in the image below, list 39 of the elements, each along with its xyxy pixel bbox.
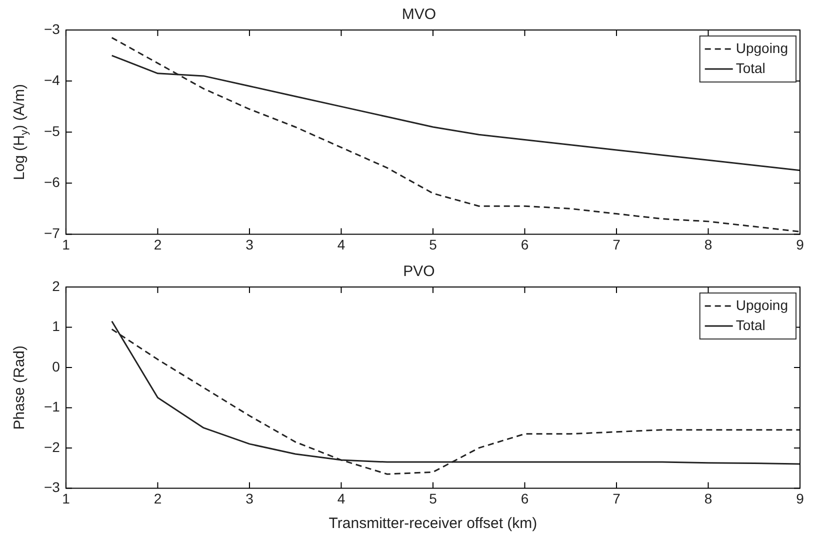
legend-label: Upgoing: [736, 40, 788, 56]
x-tick-label: 5: [429, 490, 438, 506]
x-tick-label: 6: [520, 236, 529, 252]
y-tick-label: −5: [44, 122, 60, 139]
legend-label: Total: [736, 316, 766, 333]
x-tick-label: 1: [62, 490, 70, 506]
x-tick-label: 9: [796, 490, 804, 506]
y-tick-label: −6: [44, 174, 60, 190]
y-tick-label: −7: [44, 225, 60, 242]
x-tick-label: 4: [337, 236, 346, 252]
y-tick-label: −4: [44, 72, 60, 88]
x-tick-label: 9: [796, 236, 804, 252]
x-tick-label: 6: [520, 490, 529, 506]
x-tick-label: 2: [154, 236, 162, 252]
y-tick-label: −3: [44, 20, 60, 37]
chart-title: MVO: [402, 6, 436, 24]
x-tick-label: 7: [612, 490, 621, 506]
y-tick-label: 1: [52, 318, 60, 334]
y-axis-title: Phase (Rad): [11, 345, 28, 430]
x-tick-label: 5: [429, 236, 438, 252]
x-tick-label: 4: [337, 490, 346, 506]
x-tick-label: 2: [154, 490, 162, 506]
x-tick-label: 1: [62, 236, 70, 252]
legend-label: Total: [736, 60, 766, 76]
line-series: [111, 36, 800, 232]
x-tick-label: 8: [704, 490, 712, 506]
y-tick-label: −2: [44, 438, 60, 455]
x-tick-label: 3: [246, 236, 254, 252]
x-axis-title: Transmitter-receiver offset (km): [328, 515, 538, 532]
x-tick-label: 3: [246, 490, 254, 506]
y-axis-title: Log (Hy) (A/m): [11, 84, 30, 180]
y-tick-label: 0: [52, 358, 60, 374]
legend-label: Upgoing: [736, 296, 788, 313]
y-tick-label: 2: [52, 278, 60, 294]
y-tick-label: −1: [44, 398, 60, 415]
x-tick-label: 8: [704, 236, 712, 252]
chart-title: PVO: [403, 263, 435, 280]
x-tick-label: 7: [612, 236, 621, 252]
y-tick-label: −3: [44, 479, 60, 496]
